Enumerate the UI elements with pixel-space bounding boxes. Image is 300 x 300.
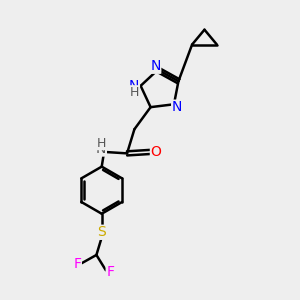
Text: H: H (130, 86, 139, 99)
Text: F: F (106, 265, 114, 279)
Text: N: N (150, 59, 161, 73)
Text: N: N (129, 79, 140, 93)
Text: N: N (172, 100, 182, 114)
Text: S: S (97, 225, 106, 239)
Text: O: O (151, 145, 161, 159)
Text: H: H (96, 136, 106, 150)
Text: F: F (73, 257, 81, 271)
Text: N: N (96, 142, 106, 156)
